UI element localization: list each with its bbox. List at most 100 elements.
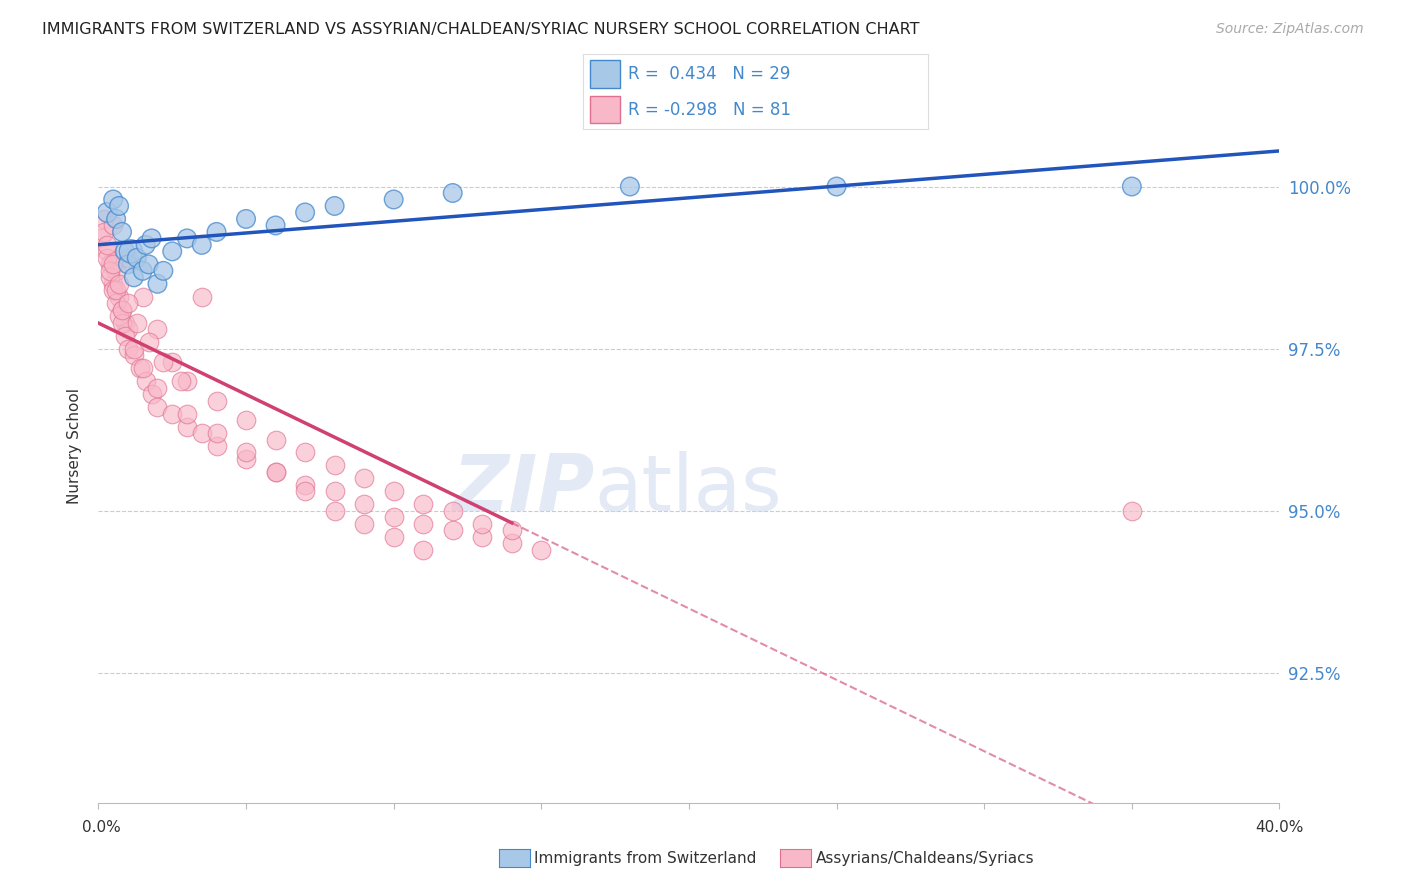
Text: R =  0.434   N = 29: R = 0.434 N = 29 [628, 65, 790, 83]
Point [501, 536, 523, 550]
Text: Immigrants from Switzerland: Immigrants from Switzerland [534, 851, 756, 865]
Point [103, 193, 125, 207]
Point [98, 270, 121, 285]
Point [117, 257, 139, 271]
Point [108, 199, 131, 213]
Point [122, 348, 145, 362]
Point [98, 257, 121, 271]
Point [294, 484, 316, 499]
Point [132, 361, 155, 376]
Text: atlas: atlas [595, 450, 782, 527]
Point [191, 238, 214, 252]
Point [441, 524, 464, 538]
Text: Assyrians/Chaldeans/Syriacs: Assyrians/Chaldeans/Syriacs [815, 851, 1033, 865]
Point [264, 465, 287, 479]
Point [122, 270, 145, 285]
Point [103, 277, 125, 291]
Point [353, 497, 375, 511]
Point [93, 225, 115, 239]
Point [111, 225, 134, 239]
Point [105, 283, 128, 297]
Y-axis label: Nursery School: Nursery School [67, 388, 83, 504]
Point [412, 542, 434, 557]
Point [114, 328, 136, 343]
Point [114, 316, 136, 330]
Point [146, 381, 169, 395]
Point [135, 374, 157, 388]
Point [105, 211, 128, 226]
Text: ZIP: ZIP [453, 450, 595, 527]
Point [323, 504, 346, 518]
Point [235, 452, 257, 467]
Point [111, 302, 134, 317]
Point [117, 342, 139, 356]
Point [441, 504, 464, 518]
Point [103, 283, 125, 297]
Point [105, 296, 128, 310]
Point [117, 322, 139, 336]
Point [294, 445, 316, 459]
Point [93, 211, 115, 226]
Point [122, 342, 145, 356]
Point [96, 238, 118, 252]
Point [176, 407, 198, 421]
Point [294, 205, 316, 219]
Point [264, 219, 287, 233]
Text: 0.0%: 0.0% [82, 821, 121, 835]
Point [235, 211, 257, 226]
Point [138, 335, 160, 350]
Text: Source: ZipAtlas.com: Source: ZipAtlas.com [1216, 22, 1364, 37]
Point [264, 465, 287, 479]
Text: IMMIGRANTS FROM SWITZERLAND VS ASSYRIAN/CHALDEAN/SYRIAC NURSERY SCHOOL CORRELATI: IMMIGRANTS FROM SWITZERLAND VS ASSYRIAN/… [42, 22, 920, 37]
Point [96, 251, 118, 265]
FancyBboxPatch shape [591, 61, 620, 87]
Point [176, 419, 198, 434]
Point [128, 361, 150, 376]
Point [235, 445, 257, 459]
Point [141, 231, 163, 245]
Point [132, 264, 155, 278]
Point [117, 251, 139, 265]
Point [530, 542, 553, 557]
Point [125, 316, 148, 330]
Point [471, 530, 494, 544]
Point [1121, 179, 1143, 194]
Point [108, 277, 131, 291]
Point [382, 193, 405, 207]
Point [205, 425, 228, 440]
Point [96, 244, 118, 259]
Point [146, 322, 169, 336]
Point [98, 264, 121, 278]
Point [152, 264, 174, 278]
Point [162, 407, 183, 421]
Point [117, 296, 139, 310]
FancyBboxPatch shape [591, 96, 620, 123]
Point [235, 413, 257, 427]
Point [825, 179, 848, 194]
Point [294, 478, 316, 492]
Point [471, 516, 494, 531]
Point [162, 244, 183, 259]
Text: 40.0%: 40.0% [1256, 821, 1303, 835]
Point [382, 530, 405, 544]
Point [176, 374, 198, 388]
Point [125, 251, 148, 265]
Point [382, 484, 405, 499]
Point [353, 516, 375, 531]
Point [135, 238, 157, 252]
Point [264, 433, 287, 447]
Point [152, 354, 174, 368]
Point [412, 516, 434, 531]
Point [141, 387, 163, 401]
Point [205, 393, 228, 408]
Point [382, 510, 405, 524]
Point [120, 244, 142, 259]
Point [103, 219, 125, 233]
Point [323, 199, 346, 213]
Point [1121, 504, 1143, 518]
Point [176, 231, 198, 245]
Point [441, 186, 464, 200]
Point [205, 225, 228, 239]
Point [114, 244, 136, 259]
Point [138, 257, 160, 271]
